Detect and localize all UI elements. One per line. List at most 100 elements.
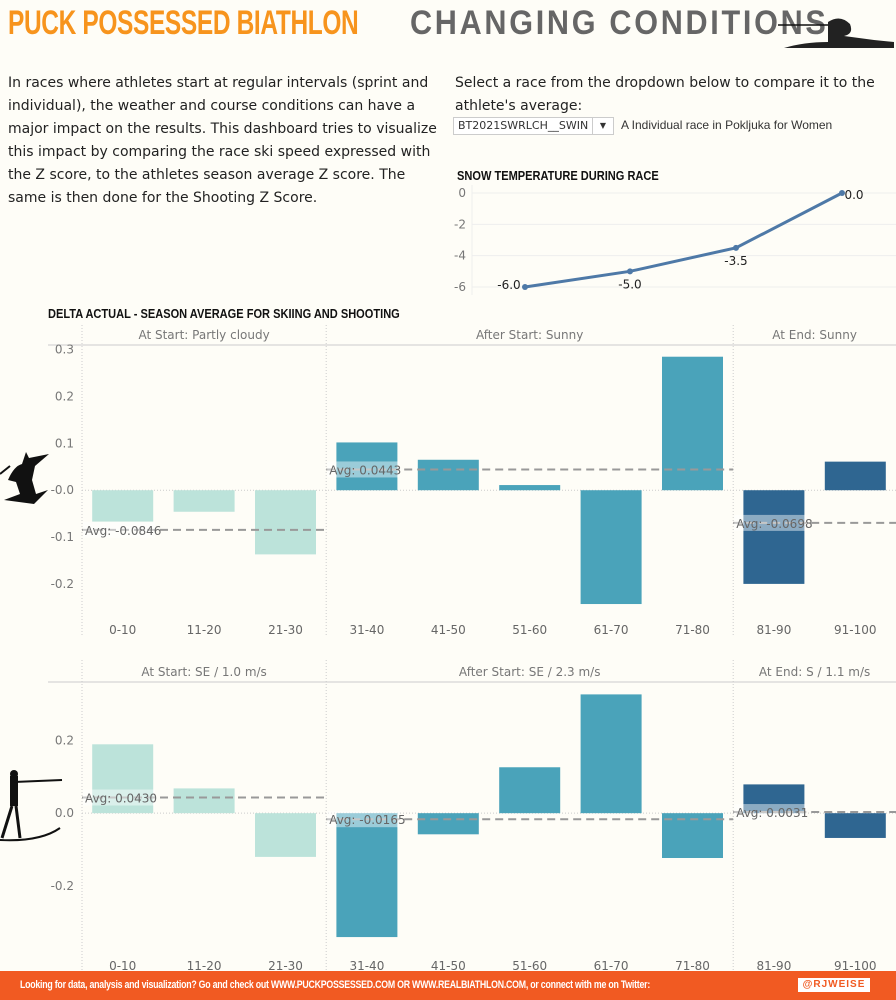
twitter-link[interactable]: @RJWEISE	[798, 978, 870, 992]
bar-71-80	[662, 813, 723, 858]
y-tick-label: -0.2	[51, 577, 74, 591]
x-tick-label: 81-90	[756, 623, 791, 635]
average-label: Avg: -0.0165	[329, 813, 405, 827]
x-tick-label: 41-50	[431, 623, 466, 635]
bar-0-10	[92, 744, 154, 814]
average-label-bg	[734, 514, 807, 531]
x-tick-label: 81-90	[756, 959, 791, 970]
average-label: Avg: -0.0846	[85, 524, 161, 538]
select-prompt: Select a race from the dropdown below to…	[455, 75, 875, 114]
data-label: -5.0	[618, 277, 641, 291]
x-tick-label: 41-50	[431, 959, 466, 970]
group-header: At End: S / 1.1 m/s	[759, 665, 870, 679]
race-dropdown-value: BT2021SWRLCH__SWIN	[458, 119, 589, 132]
average-label: Avg: 0.0443	[329, 463, 401, 477]
group-header: At Start: Partly cloudy	[138, 328, 269, 342]
y-tick-label: 0.0	[55, 806, 74, 820]
bar-41-50	[417, 459, 479, 491]
snow-temperature-chart: 0 -2 -4 -6 -6.0 -5.0 -3.5 0.0	[454, 185, 896, 295]
bar-61-70	[580, 694, 642, 814]
average-label-bg	[327, 461, 400, 478]
bar-31-40	[336, 442, 398, 491]
average-label: Avg: 0.0031	[736, 806, 808, 820]
temperature-point	[627, 268, 633, 275]
x-tick-label: 0-10	[109, 623, 136, 635]
bar-21-30	[255, 490, 316, 555]
chevron-down-icon[interactable]: ▼	[592, 118, 613, 134]
delta-section-title: DELTA ACTUAL - SEASON AVERAGE FOR SKIING…	[48, 306, 400, 321]
bar-11-20	[173, 788, 235, 814]
skier-icon	[0, 452, 49, 504]
x-tick-label: 61-70	[594, 623, 629, 635]
bar-0-10	[92, 490, 154, 522]
bar-31-40	[336, 813, 398, 938]
x-tick-label: 91-100	[834, 623, 877, 635]
skiing-delta-chart: 0.3 0.2 0.1 -0.0 -0.1 -0.2 0-10 11-20 21-30 31-40…	[48, 325, 896, 635]
y-tick-label: -2	[454, 217, 466, 231]
y-tick-label: 0.2	[55, 733, 74, 747]
intro-text: In races where athletes start at regular…	[8, 75, 437, 206]
x-tick-label: 71-80	[675, 959, 710, 970]
biathlete-prone-icon	[778, 18, 894, 48]
average-label: Avg: 0.0430	[85, 792, 157, 806]
race-description: A Individual race in Pokljuka for Women	[621, 118, 833, 132]
temperature-point	[522, 284, 528, 290]
bar-81-90	[743, 784, 805, 814]
dashboard-title: CHANGING CONDITIONS	[410, 4, 829, 42]
bar-41-50	[417, 813, 479, 835]
data-label: -3.5	[724, 254, 747, 268]
data-label: -6.0	[497, 278, 520, 292]
y-tick-label: 0.1	[55, 436, 74, 450]
group-header: At Start: SE / 1.0 m/s	[141, 665, 266, 679]
average-label-bg	[734, 804, 807, 821]
bar-21-30	[255, 813, 316, 857]
bar-81-90	[743, 490, 805, 584]
bar-91-100	[824, 461, 886, 491]
footer-text: Looking for data, analysis and visualiza…	[20, 979, 651, 991]
x-tick-label: 71-80	[675, 623, 710, 635]
x-tick-label: 51-60	[512, 959, 547, 970]
group-header: At End: Sunny	[772, 328, 857, 342]
x-tick-label: 91-100	[834, 959, 877, 970]
average-label-bg	[327, 811, 400, 828]
y-tick-label: 0.2	[55, 390, 74, 404]
shooter-icon	[0, 770, 63, 842]
x-tick-label: 21-30	[268, 623, 303, 635]
x-tick-label: 61-70	[594, 959, 629, 970]
y-tick-label: -0.1	[51, 530, 74, 544]
x-tick-label: 11-20	[187, 959, 222, 970]
bar-11-20	[173, 490, 235, 512]
x-tick-label: 0-10	[109, 959, 136, 970]
temperature-line	[524, 191, 843, 289]
y-tick-label: -4	[454, 249, 466, 263]
shooting-delta-chart: 0.2 0.0 -0.2 0-10 11-20 21-30 31-40 41-50 51-60 6…	[48, 660, 896, 970]
x-tick-label: 21-30	[268, 959, 303, 970]
average-label-bg	[83, 789, 155, 806]
x-tick-label: 11-20	[187, 623, 222, 635]
y-tick-label: -0.2	[51, 879, 74, 893]
footer-banner: Looking for data, analysis and visualiza…	[0, 971, 896, 1000]
group-header: After Start: SE / 2.3 m/s	[459, 665, 601, 679]
y-tick-label: -0.0	[51, 483, 74, 497]
bar-91-100	[824, 813, 886, 838]
average-label-bg	[83, 521, 155, 538]
y-tick-label: 0.3	[55, 343, 74, 357]
data-label: 0.0	[844, 188, 863, 202]
average-label: Avg: -0.0698	[736, 517, 812, 531]
x-tick-label: 31-40	[349, 959, 384, 970]
brand-title: PUCK POSSESSED BIATHLON	[8, 4, 359, 42]
bar-61-70	[580, 490, 642, 605]
bar-51-60	[499, 767, 561, 814]
group-header: After Start: Sunny	[476, 328, 583, 342]
snow-temp-title: SNOW TEMPERATURE DURING RACE	[457, 168, 659, 183]
temperature-point	[733, 244, 739, 251]
temperature-point	[839, 190, 845, 196]
race-dropdown[interactable]: BT2021SWRLCH__SWIN ▼	[453, 117, 614, 135]
y-tick-label: 0	[458, 186, 466, 200]
x-tick-label: 31-40	[349, 623, 384, 635]
bar-51-60	[499, 485, 561, 491]
bar-71-80	[662, 356, 723, 491]
y-tick-label: -6	[454, 280, 466, 294]
x-tick-label: 51-60	[512, 623, 547, 635]
